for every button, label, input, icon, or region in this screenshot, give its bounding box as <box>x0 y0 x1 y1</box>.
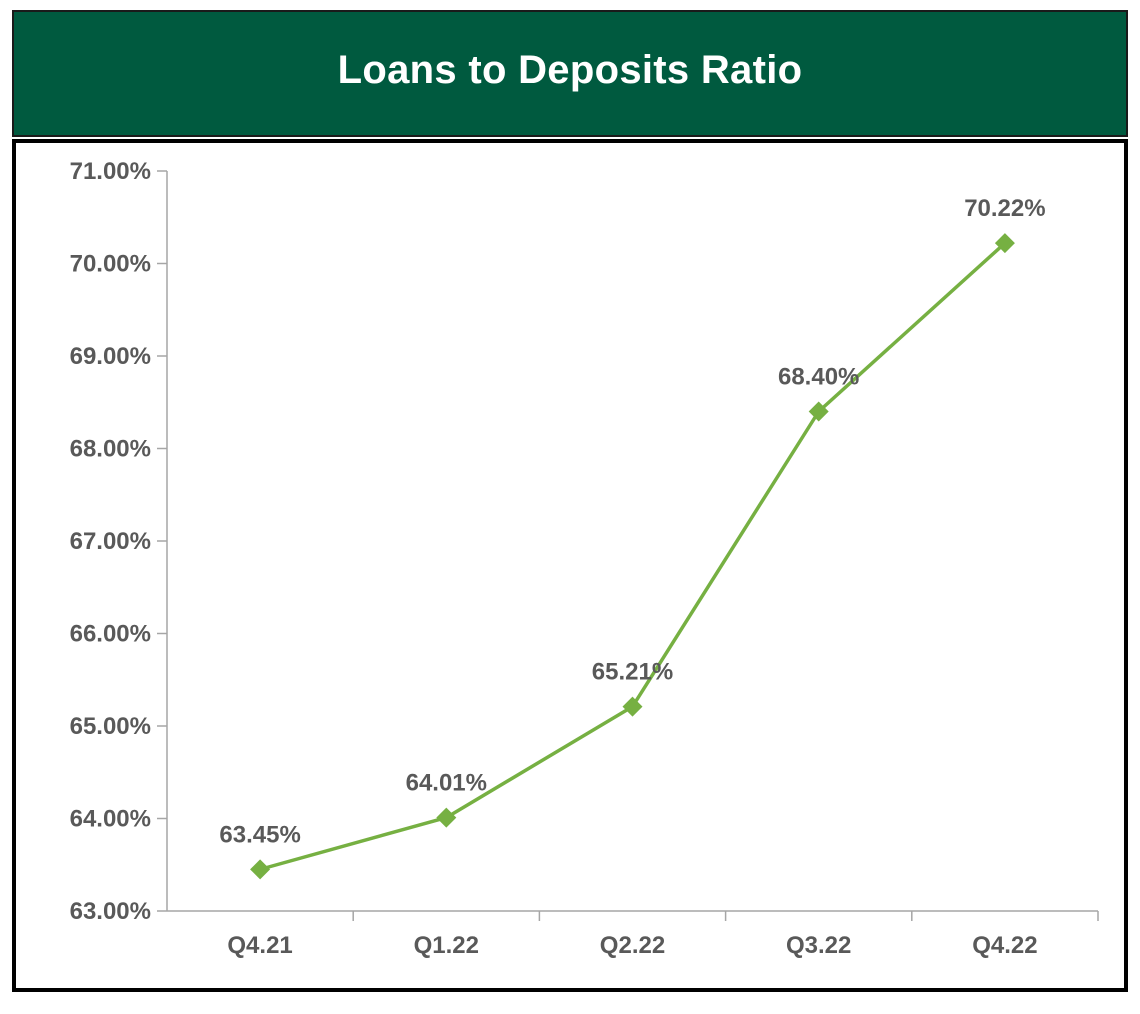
x-tick-label: Q3.22 <box>786 932 851 959</box>
chart-title-bar: Loans to Deposits Ratio <box>12 10 1128 137</box>
data-point-marker <box>994 233 1015 254</box>
y-tick-label: 66.00% <box>70 621 151 648</box>
y-tick-label: 64.00% <box>70 806 151 833</box>
y-tick-label: 70.00% <box>70 251 151 278</box>
data-label: 70.22% <box>964 195 1045 222</box>
data-point-marker <box>436 807 457 828</box>
x-tick-label: Q4.21 <box>227 932 292 959</box>
y-tick-label: 67.00% <box>70 528 151 555</box>
x-tick-label: Q1.22 <box>414 932 479 959</box>
y-tick-label: 63.00% <box>70 898 151 925</box>
chart-title: Loans to Deposits Ratio <box>337 48 803 92</box>
data-label: 64.01% <box>406 770 487 797</box>
data-point-marker <box>622 696 643 717</box>
data-label: 65.21% <box>592 659 673 686</box>
y-tick-label: 69.00% <box>70 343 151 370</box>
data-point-marker <box>808 401 829 422</box>
y-tick-label: 65.00% <box>70 713 151 740</box>
data-point-marker <box>250 859 271 880</box>
data-label: 68.40% <box>778 364 859 391</box>
x-tick-label: Q4.22 <box>972 932 1037 959</box>
y-tick-label: 68.00% <box>70 436 151 463</box>
y-tick-label: 71.00% <box>70 158 151 185</box>
line-chart: 63.00% 64.00% 65.00% 66.00% 67.00% 68.00% 69.0… <box>70 158 1099 959</box>
chart-frame: 63.00% 64.00% 65.00% 66.00% 67.00% 68.00% 69.0… <box>12 139 1128 992</box>
series-line <box>259 241 1007 872</box>
x-tick-label: Q2.22 <box>600 932 665 959</box>
data-label: 63.45% <box>219 821 300 848</box>
